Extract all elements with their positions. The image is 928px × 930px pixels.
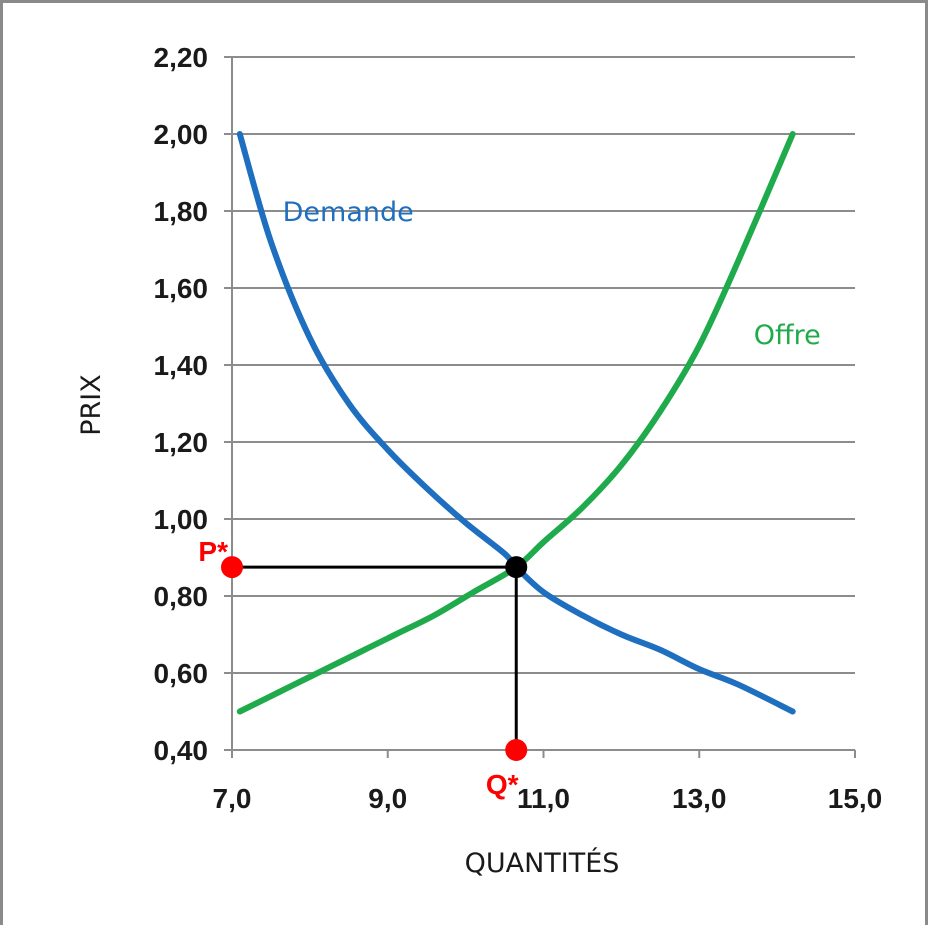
series-lines [236,131,796,715]
series-line-demande [236,131,796,715]
quantity-marker-label: Q* [486,769,519,800]
quantity-marker [505,739,528,761]
y-tick-label: 1,80 [154,196,209,227]
x-tick-label: 9,0 [368,783,407,814]
x-tick-label: 13,0 [672,783,727,814]
series-label-offre: Offre [754,320,821,351]
y-tick-label: 0,60 [154,658,209,689]
y-tick-label: 0,40 [154,735,209,766]
gridlines [232,56,855,674]
y-axis-title: PRIX [76,374,107,436]
y-tick-label: 0,80 [154,581,209,612]
equilibrium-point [505,556,528,579]
series-label-demande: Demande [283,197,414,228]
x-tick-label: 7,0 [213,783,252,814]
y-tick-label: 1,00 [154,504,209,535]
series-labels: Demande Offre [283,197,821,351]
x-tick-labels: 7,0 9,0 11,0 13,0 15,0 [213,783,883,814]
price-marker-label: P* [198,536,228,567]
equilibrium-markers: P* Q* [198,536,528,800]
x-axis-title: QUANTITÉS [465,847,620,879]
y-tick-label: 1,60 [154,273,209,304]
y-tick-label: 2,00 [154,119,209,150]
price-marker [221,556,243,579]
series-line-offre [236,131,796,715]
equilibrium-guides [232,565,518,750]
y-tick-label: 1,20 [154,427,209,458]
x-tick-label: 15,0 [828,783,883,814]
x-tick-label: 11,0 [517,783,570,814]
y-tick-label: 2,20 [154,42,209,73]
y-tick-labels: 0,40 0,60 0,80 1,00 1,20 1,40 1,60 1,80 2,00 2,20 [154,42,209,766]
axes [224,56,856,758]
y-tick-label: 1,40 [154,350,209,381]
